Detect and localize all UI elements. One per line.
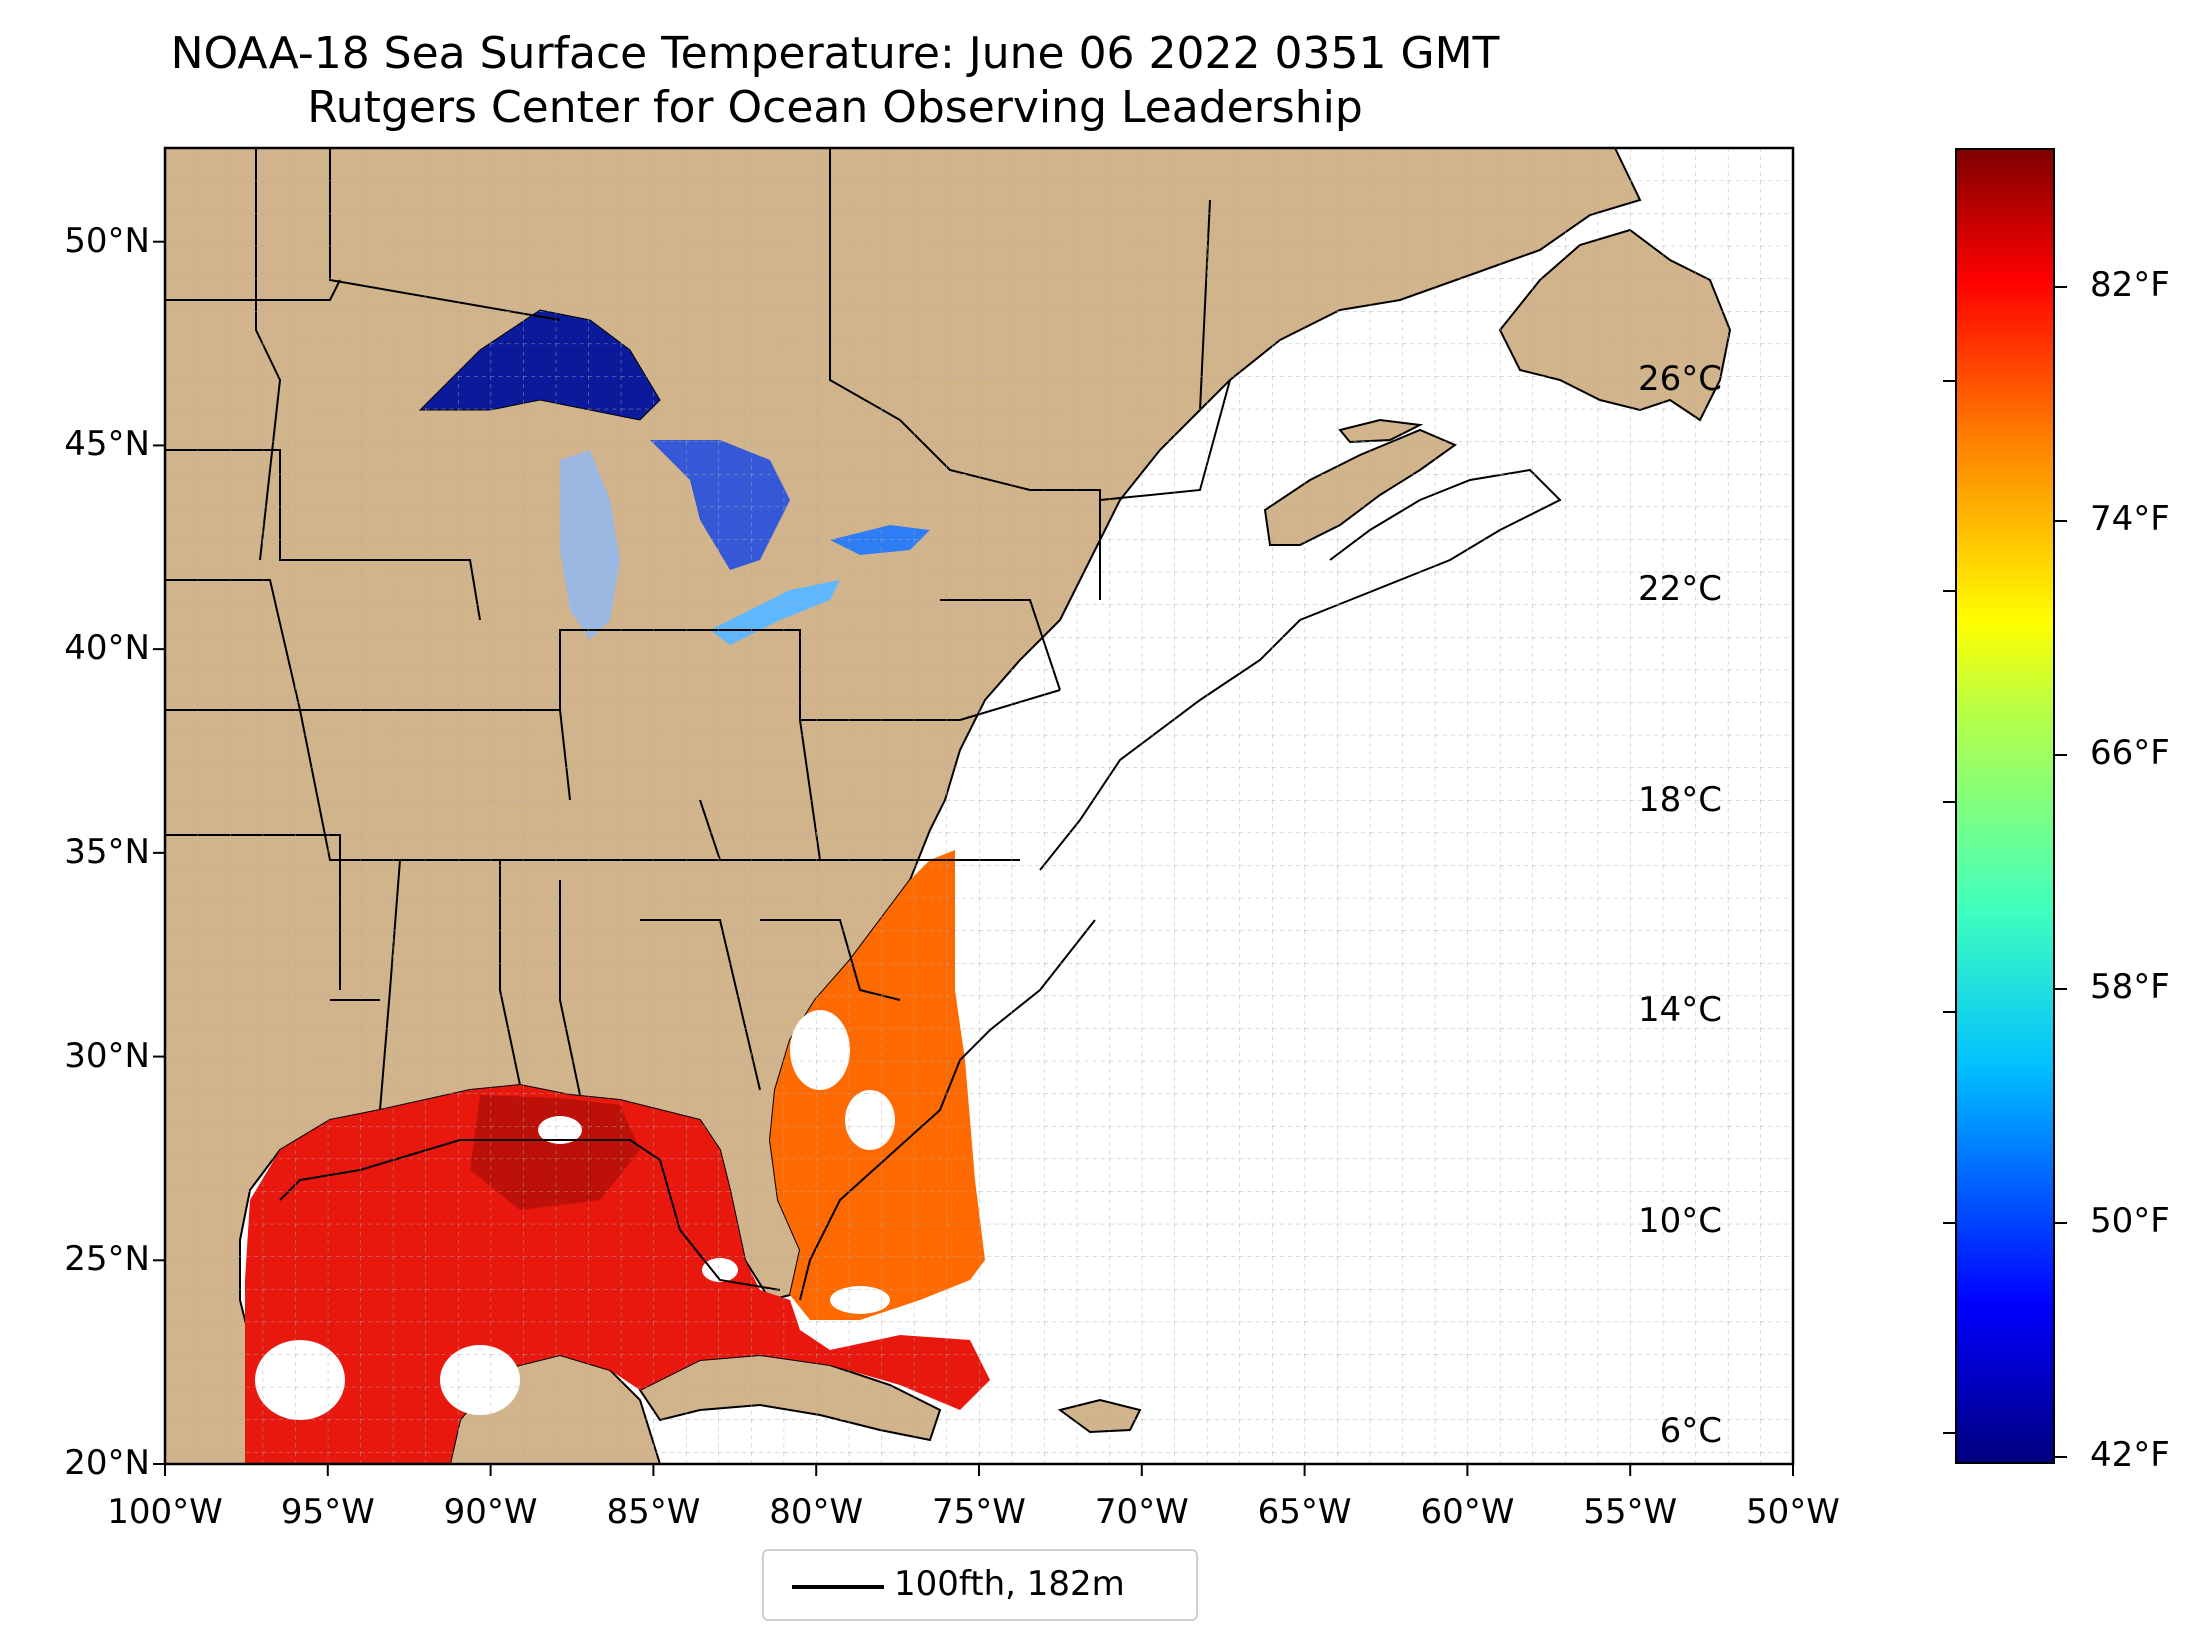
x-tick-label: 90°W — [443, 1492, 538, 1532]
fahrenheit-tick-mark — [2055, 286, 2067, 289]
celsius-tick-mark — [1943, 1432, 1955, 1435]
x-tick-label: 95°W — [280, 1492, 375, 1532]
celsius-tick-mark — [1943, 1011, 1955, 1014]
x-tick-label: 50°W — [1746, 1492, 1840, 1532]
y-tick-label: 30°N — [64, 1035, 150, 1076]
x-tick-label: 85°W — [606, 1492, 701, 1532]
y-tick-label: 20°N — [64, 1443, 150, 1483]
celsius-tick-label: 18°C — [1637, 779, 1722, 820]
map-title: NOAA-18 Sea Surface Temperature: June 06… — [170, 28, 1500, 79]
bathymetry-legend: 100fth, 182m — [762, 1549, 1198, 1621]
x-tick-label: 100°W — [107, 1492, 223, 1532]
fahrenheit-tick-mark — [2055, 753, 2067, 756]
fahrenheit-tick-mark — [2055, 987, 2067, 990]
fahrenheit-tick-mark — [2055, 1221, 2067, 1224]
celsius-tick-mark — [1943, 1221, 1955, 1224]
x-tick-label: 80°W — [769, 1492, 864, 1532]
celsius-tick-label: 14°C — [1637, 990, 1722, 1031]
y-tick-label: 40°N — [64, 628, 150, 669]
fahrenheit-tick-label: 42°F — [2090, 1434, 2170, 1475]
x-tick-label: 65°W — [1257, 1492, 1352, 1532]
x-tick-label: 55°W — [1583, 1492, 1678, 1532]
fahrenheit-tick-mark — [2055, 519, 2067, 522]
y-tick-label: 45°N — [64, 424, 150, 465]
map-subtitle: Rutgers Center for Ocean Observing Leade… — [307, 82, 1363, 133]
y-tick-label: 35°N — [64, 831, 150, 872]
fahrenheit-tick-label: 74°F — [2090, 498, 2170, 539]
legend-label: 100fth, 182m — [894, 1564, 1125, 1604]
x-tick-label: 75°W — [932, 1492, 1026, 1532]
map-gridlines — [165, 148, 1793, 1464]
fahrenheit-tick-label: 50°F — [2090, 1200, 2170, 1241]
celsius-tick-label: 10°C — [1637, 1200, 1722, 1241]
fahrenheit-tick-label: 58°F — [2090, 966, 2170, 1007]
fahrenheit-tick-mark — [2055, 1455, 2067, 1458]
y-tick-label: 50°N — [64, 220, 150, 261]
celsius-tick-label: 6°C — [1659, 1411, 1722, 1452]
celsius-tick-mark — [1943, 800, 1955, 803]
y-tick-label: 25°N — [64, 1239, 150, 1280]
celsius-tick-mark — [1943, 590, 1955, 593]
celsius-tick-label: 22°C — [1637, 569, 1722, 610]
x-tick-label: 60°W — [1420, 1492, 1515, 1532]
legend-line-swatch — [792, 1585, 884, 1589]
temperature-colorbar — [1955, 148, 2055, 1464]
celsius-tick-label: 26°C — [1637, 358, 1722, 399]
fahrenheit-tick-label: 82°F — [2090, 265, 2170, 306]
celsius-tick-mark — [1943, 379, 1955, 382]
fahrenheit-tick-label: 66°F — [2090, 732, 2170, 773]
x-tick-label: 70°W — [1094, 1492, 1189, 1532]
